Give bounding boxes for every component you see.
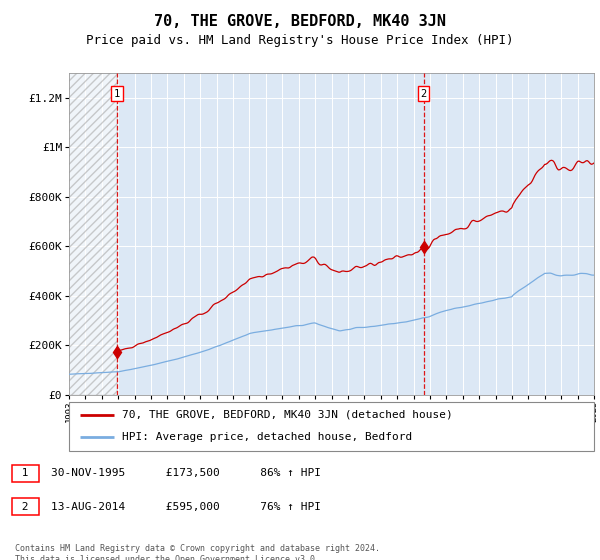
Text: 1: 1 xyxy=(114,88,120,99)
Text: 30-NOV-1995      £173,500      86% ↑ HPI: 30-NOV-1995 £173,500 86% ↑ HPI xyxy=(51,468,321,478)
FancyBboxPatch shape xyxy=(69,402,594,451)
Text: Contains HM Land Registry data © Crown copyright and database right 2024.
This d: Contains HM Land Registry data © Crown c… xyxy=(15,544,380,560)
Text: Price paid vs. HM Land Registry's House Price Index (HPI): Price paid vs. HM Land Registry's House … xyxy=(86,34,514,46)
Text: 2: 2 xyxy=(421,88,427,99)
Text: 70, THE GROVE, BEDFORD, MK40 3JN: 70, THE GROVE, BEDFORD, MK40 3JN xyxy=(154,14,446,29)
Text: HPI: Average price, detached house, Bedford: HPI: Average price, detached house, Bedf… xyxy=(121,432,412,442)
Text: 70, THE GROVE, BEDFORD, MK40 3JN (detached house): 70, THE GROVE, BEDFORD, MK40 3JN (detach… xyxy=(121,410,452,420)
Text: 13-AUG-2014      £595,000      76% ↑ HPI: 13-AUG-2014 £595,000 76% ↑ HPI xyxy=(51,502,321,512)
Text: 2: 2 xyxy=(15,502,35,512)
Text: 1: 1 xyxy=(15,468,35,478)
